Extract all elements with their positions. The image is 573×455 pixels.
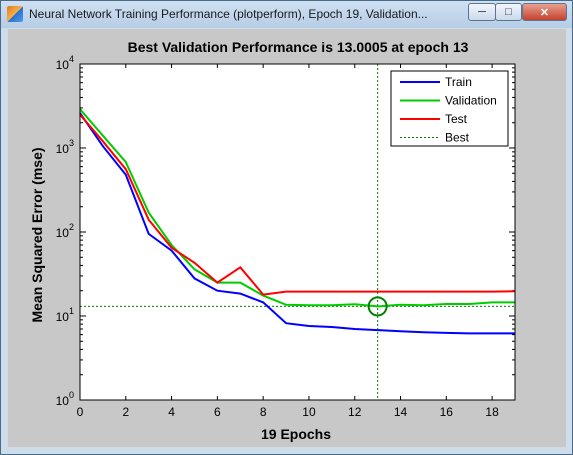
close-button[interactable]: ✕ bbox=[522, 3, 567, 21]
minimize-button[interactable]: ─ bbox=[468, 3, 496, 21]
y-tick-label: 102 bbox=[56, 222, 74, 240]
x-tick-label: 14 bbox=[394, 405, 408, 419]
x-tick-label: 18 bbox=[485, 405, 499, 419]
x-tick-label: 0 bbox=[77, 405, 84, 419]
matlab-icon bbox=[7, 6, 23, 22]
x-tick-label: 12 bbox=[348, 405, 362, 419]
plot-frame bbox=[79, 63, 516, 401]
y-axis-label: Mean Squared Error (mse) bbox=[29, 147, 45, 322]
y-tick-label: 101 bbox=[56, 306, 74, 324]
title-bar[interactable]: Neural Network Training Performance (plo… bbox=[1, 1, 572, 28]
y-tick-label: 103 bbox=[56, 138, 74, 156]
performance-chart: Best Validation Performance is 13.0005 a… bbox=[29, 39, 516, 442]
maximize-button[interactable]: □ bbox=[495, 3, 522, 21]
figure-canvas: Best Validation Performance is 13.0005 a… bbox=[8, 29, 566, 447]
x-tick-label: 8 bbox=[260, 405, 267, 419]
x-tick-label: 6 bbox=[214, 405, 221, 419]
window-title: Neural Network Training Performance (plo… bbox=[29, 7, 428, 21]
legend-label-best: Best bbox=[445, 131, 470, 145]
legend-label-train: Train bbox=[445, 75, 472, 89]
y-tick-label: 100 bbox=[56, 390, 74, 408]
maximize-icon: □ bbox=[505, 6, 512, 18]
series-line-validation bbox=[79, 108, 515, 308]
minimize-icon: ─ bbox=[478, 6, 486, 18]
series-line-test bbox=[79, 113, 516, 296]
best-marker bbox=[367, 296, 388, 317]
x-tick-label: 10 bbox=[302, 405, 316, 419]
chart-title: Best Validation Performance is 13.0005 a… bbox=[128, 39, 469, 55]
legend-label-test: Test bbox=[445, 112, 468, 126]
x-tick-label: 2 bbox=[122, 405, 129, 419]
y-tick-label: 104 bbox=[56, 54, 74, 72]
series-line-train bbox=[79, 112, 515, 335]
x-axis-label: 19 Epochs bbox=[261, 426, 331, 442]
x-tick-label: 16 bbox=[440, 405, 454, 419]
legend-box bbox=[390, 70, 509, 147]
x-tick-label: 4 bbox=[168, 405, 175, 419]
legend-label-validation: Validation bbox=[445, 94, 497, 108]
close-icon: ✕ bbox=[539, 6, 550, 19]
